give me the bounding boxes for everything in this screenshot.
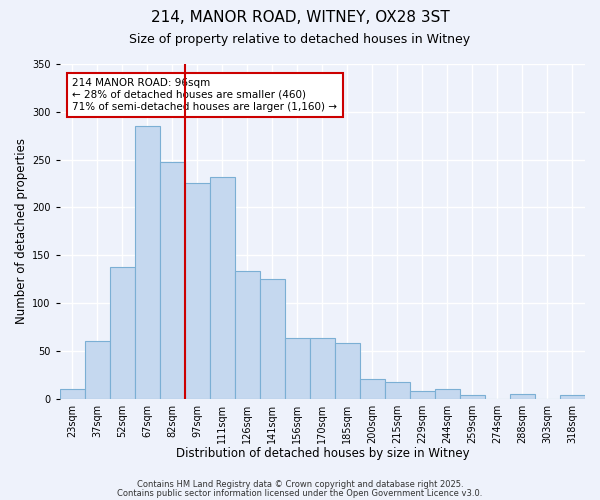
Text: Contains public sector information licensed under the Open Government Licence v3: Contains public sector information licen… [118, 488, 482, 498]
Bar [435, 389, 460, 398]
Text: 214, MANOR ROAD, WITNEY, OX28 3ST: 214, MANOR ROAD, WITNEY, OX28 3ST [151, 10, 449, 25]
Bar [260, 279, 285, 398]
Bar [385, 382, 410, 398]
Text: Size of property relative to detached houses in Witney: Size of property relative to detached ho… [130, 32, 470, 46]
Bar [410, 391, 435, 398]
Bar [360, 380, 385, 398]
Bar [285, 338, 310, 398]
Bar [110, 266, 135, 398]
Bar [210, 177, 235, 398]
Bar [85, 341, 110, 398]
Bar [235, 272, 260, 398]
Bar [460, 395, 485, 398]
Bar [135, 126, 160, 398]
Bar [510, 394, 535, 398]
Bar [160, 162, 185, 398]
X-axis label: Distribution of detached houses by size in Witney: Distribution of detached houses by size … [176, 447, 469, 460]
Bar [185, 182, 210, 398]
Text: Contains HM Land Registry data © Crown copyright and database right 2025.: Contains HM Land Registry data © Crown c… [137, 480, 463, 489]
Bar [310, 338, 335, 398]
Bar [60, 389, 85, 398]
Bar [335, 343, 360, 398]
Y-axis label: Number of detached properties: Number of detached properties [15, 138, 28, 324]
Bar [560, 395, 585, 398]
Text: 214 MANOR ROAD: 96sqm
← 28% of detached houses are smaller (460)
71% of semi-det: 214 MANOR ROAD: 96sqm ← 28% of detached … [73, 78, 337, 112]
